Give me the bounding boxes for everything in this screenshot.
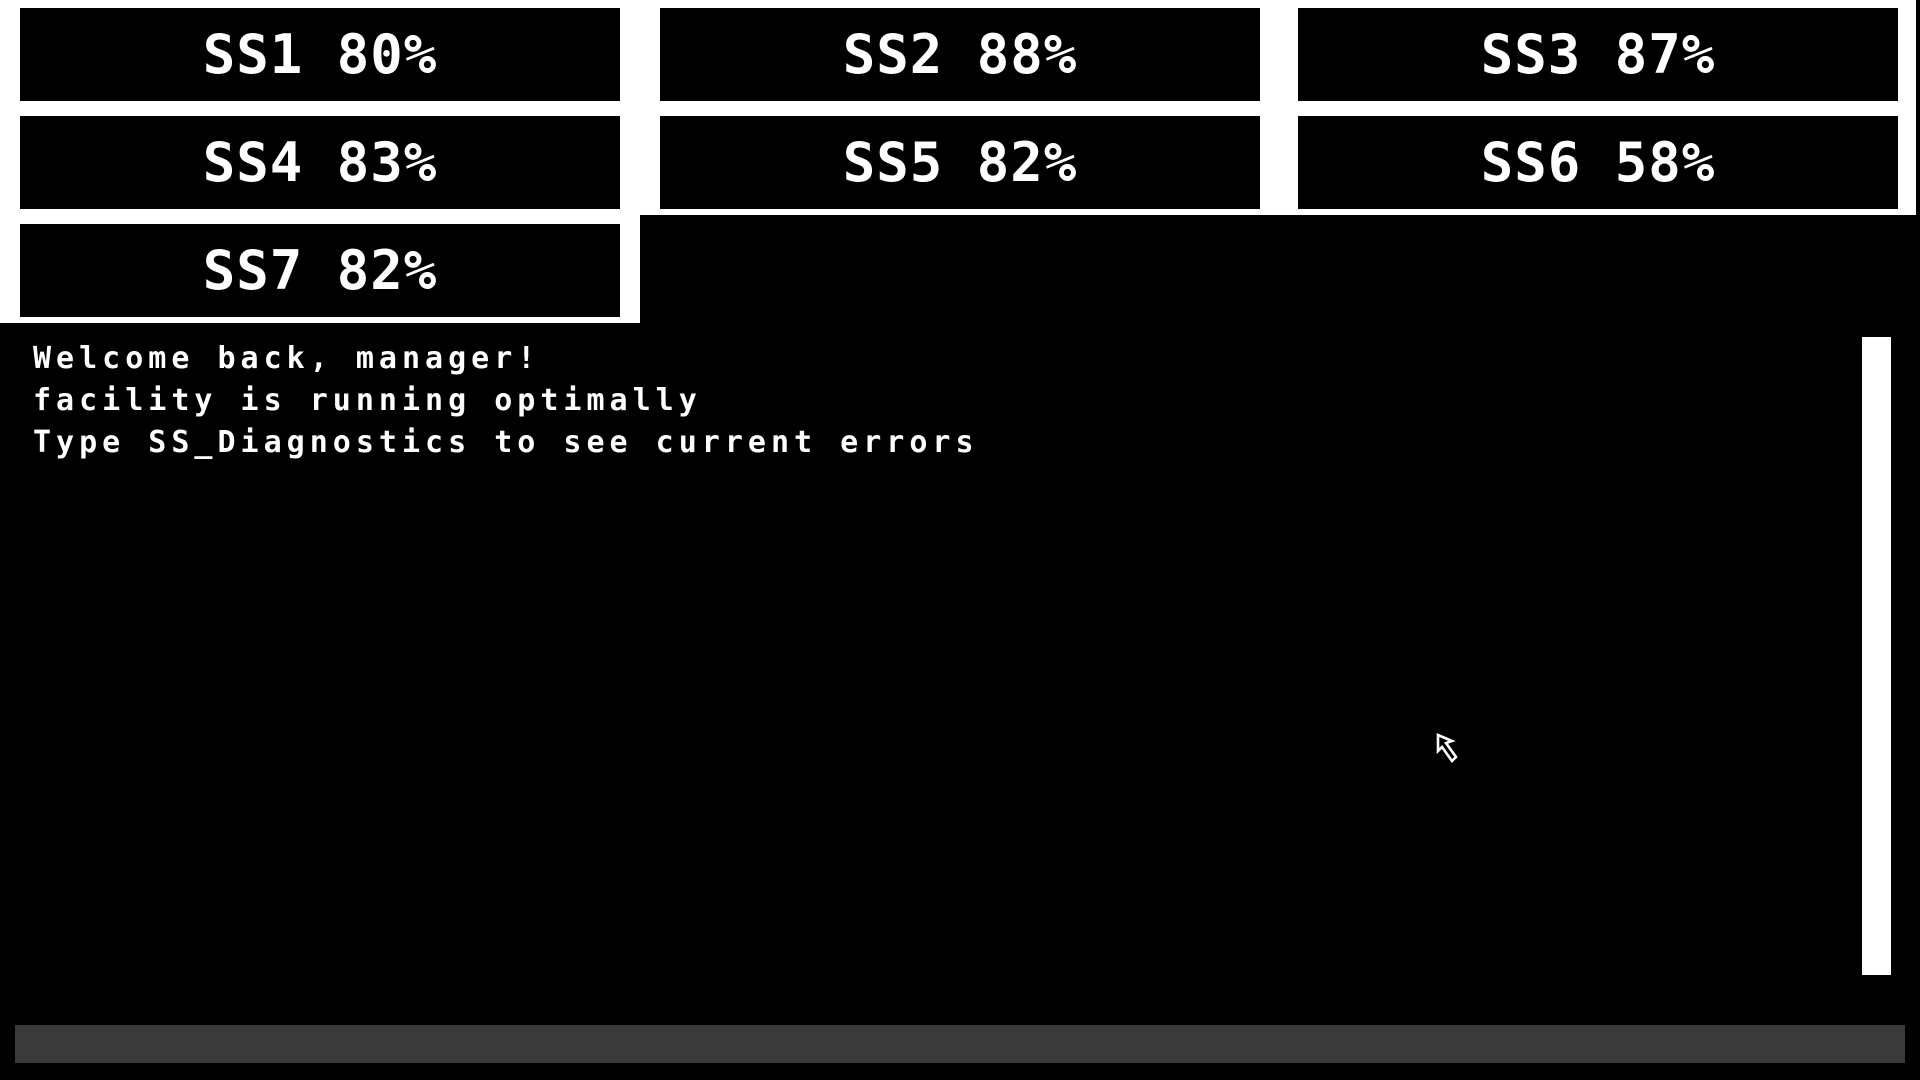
subsystem-tile-ss1[interactable]: SS1 80% bbox=[20, 8, 620, 101]
subsystem-tile-ss6[interactable]: SS6 58% bbox=[1298, 116, 1898, 209]
subsystem-tile-ss7[interactable]: SS7 82% bbox=[20, 224, 620, 317]
console-line: Type SS_Diagnostics to see current error… bbox=[33, 425, 979, 460]
console-output: Welcome back, manager! facility is runnin… bbox=[33, 338, 979, 464]
arrow-cursor-icon bbox=[1436, 733, 1458, 764]
console-line: facility is running optimally bbox=[33, 383, 702, 418]
subsystem-tile-ss2[interactable]: SS2 88% bbox=[660, 8, 1260, 101]
subsystem-tile-ss4[interactable]: SS4 83% bbox=[20, 116, 620, 209]
console-line: Welcome back, manager! bbox=[33, 341, 541, 376]
subsystem-tile-ss3[interactable]: SS3 87% bbox=[1298, 8, 1898, 101]
command-input[interactable] bbox=[15, 1025, 1905, 1063]
subsystem-tile-ss5[interactable]: SS5 82% bbox=[660, 116, 1260, 209]
console-scrollbar[interactable] bbox=[1862, 337, 1891, 975]
